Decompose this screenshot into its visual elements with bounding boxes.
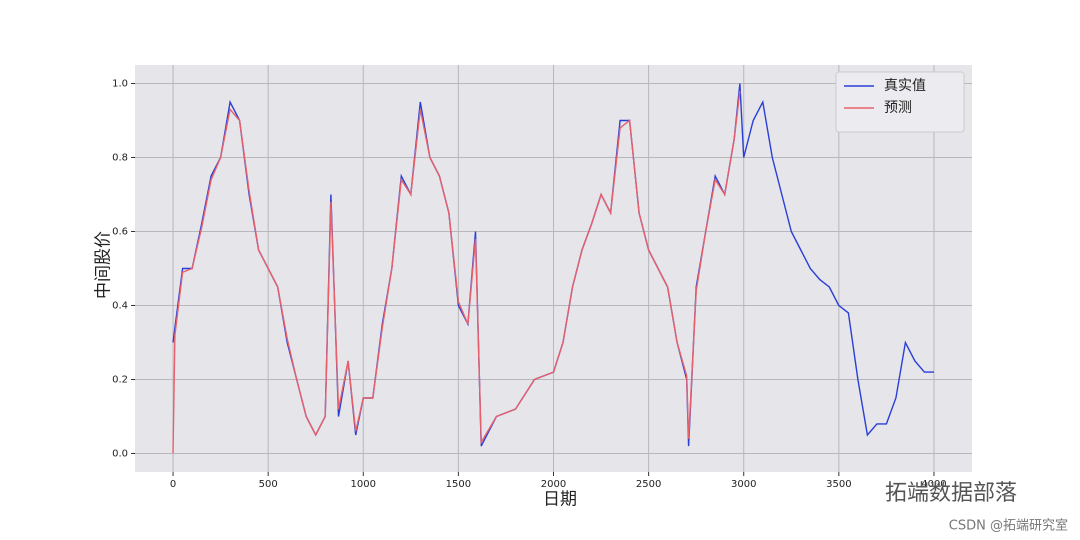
- x-tick-label: 2000: [541, 479, 566, 490]
- watermark-credit: CSDN @拓端研究室: [949, 518, 1068, 534]
- y-tick-label: 0.2: [112, 375, 128, 386]
- y-tick-label: 0.4: [112, 301, 128, 312]
- y-tick-label: 0.8: [112, 153, 128, 164]
- x-tick-label: 0: [170, 479, 176, 490]
- series-line: [172, 90, 741, 454]
- x-axis-title: 日期: [543, 490, 577, 510]
- x-tick-label: 3500: [826, 479, 851, 490]
- legend-box: [835, 71, 965, 133]
- y-axis-title: 中间股价: [94, 231, 114, 299]
- legend-label: 真实值: [884, 78, 926, 94]
- x-tick-label: 500: [259, 479, 278, 490]
- legend-label: 预测: [884, 100, 912, 116]
- x-tick-label: 4000: [921, 479, 946, 490]
- y-tick-label: 0.6: [112, 227, 128, 238]
- x-tick-label: 1500: [446, 479, 471, 490]
- y-tick-label: 0.0: [112, 449, 128, 460]
- x-tick-label: 3000: [731, 479, 756, 490]
- x-tick-label: 2500: [636, 479, 661, 490]
- x-tick-label: 1000: [351, 479, 376, 490]
- y-tick-label: 1.0: [112, 79, 128, 90]
- watermark: 拓端数据部落: [885, 481, 1017, 506]
